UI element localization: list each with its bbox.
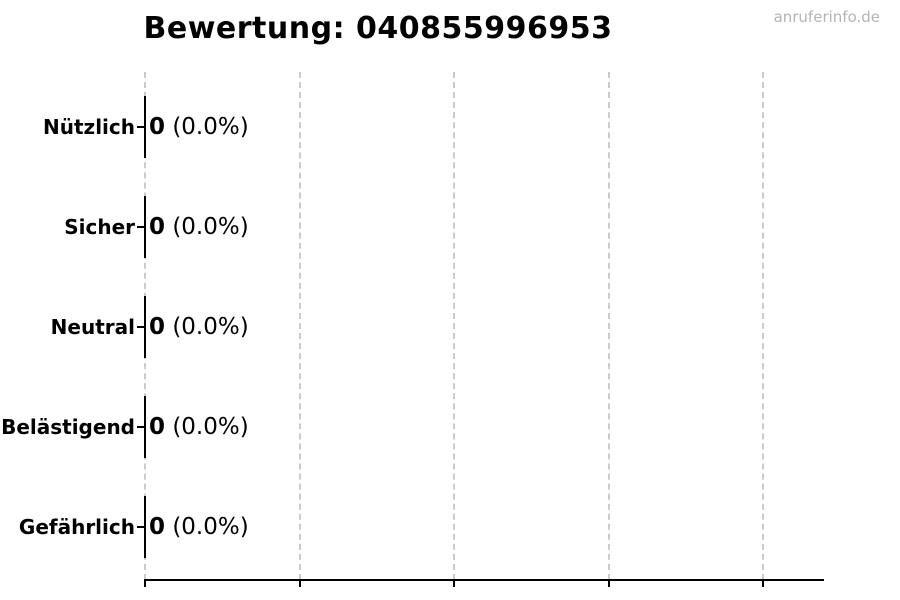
vertical-gridline <box>607 72 610 580</box>
bar-value-label: 0 (0.0%) <box>149 112 249 142</box>
bar-zero-width <box>144 96 146 158</box>
x-axis-tick <box>298 581 301 587</box>
category-label: Nützlich <box>43 115 135 139</box>
chart-title: Bewertung: 040855996953 <box>143 11 613 46</box>
bar-value-label: 0 (0.0%) <box>149 512 249 542</box>
bar-percentage: (0.0%) <box>172 514 249 540</box>
bar-zero-width <box>144 396 146 458</box>
bar-percentage: (0.0%) <box>172 114 249 140</box>
bar-zero-width <box>144 496 146 558</box>
bar-value-label: 0 (0.0%) <box>149 212 249 242</box>
vertical-gridline <box>453 72 455 580</box>
x-axis-tick <box>144 581 146 587</box>
category-label: Sicher <box>64 215 135 239</box>
bar-percentage: (0.0%) <box>172 414 249 440</box>
x-axis-tick <box>453 581 455 587</box>
category-label: Gefährlich <box>18 515 135 539</box>
bar-value-label: 0 (0.0%) <box>149 412 249 442</box>
bar-percentage: (0.0%) <box>172 314 249 340</box>
category-label: Neutral <box>50 315 135 339</box>
bar-count: 0 <box>149 214 166 240</box>
category-label: Belästigend <box>1 415 135 439</box>
watermark: anruferinfo.de <box>773 8 880 26</box>
y-axis-tick <box>137 226 144 228</box>
x-axis-tick <box>607 581 610 587</box>
y-axis-tick <box>137 526 144 528</box>
vertical-gridline <box>762 72 764 580</box>
bar-count: 0 <box>149 514 166 540</box>
y-axis-tick <box>137 126 144 128</box>
bar-count: 0 <box>149 314 166 340</box>
bar-zero-width <box>144 296 146 358</box>
x-axis-line <box>144 579 824 581</box>
bar-zero-width <box>144 196 146 258</box>
x-axis-tick <box>762 581 764 587</box>
y-axis-tick <box>137 426 144 428</box>
vertical-gridline <box>298 72 301 580</box>
bar-value-label: 0 (0.0%) <box>149 312 249 342</box>
bar-percentage: (0.0%) <box>172 214 249 240</box>
bar-count: 0 <box>149 114 166 140</box>
bar-count: 0 <box>149 414 166 440</box>
y-axis-tick <box>137 326 144 328</box>
